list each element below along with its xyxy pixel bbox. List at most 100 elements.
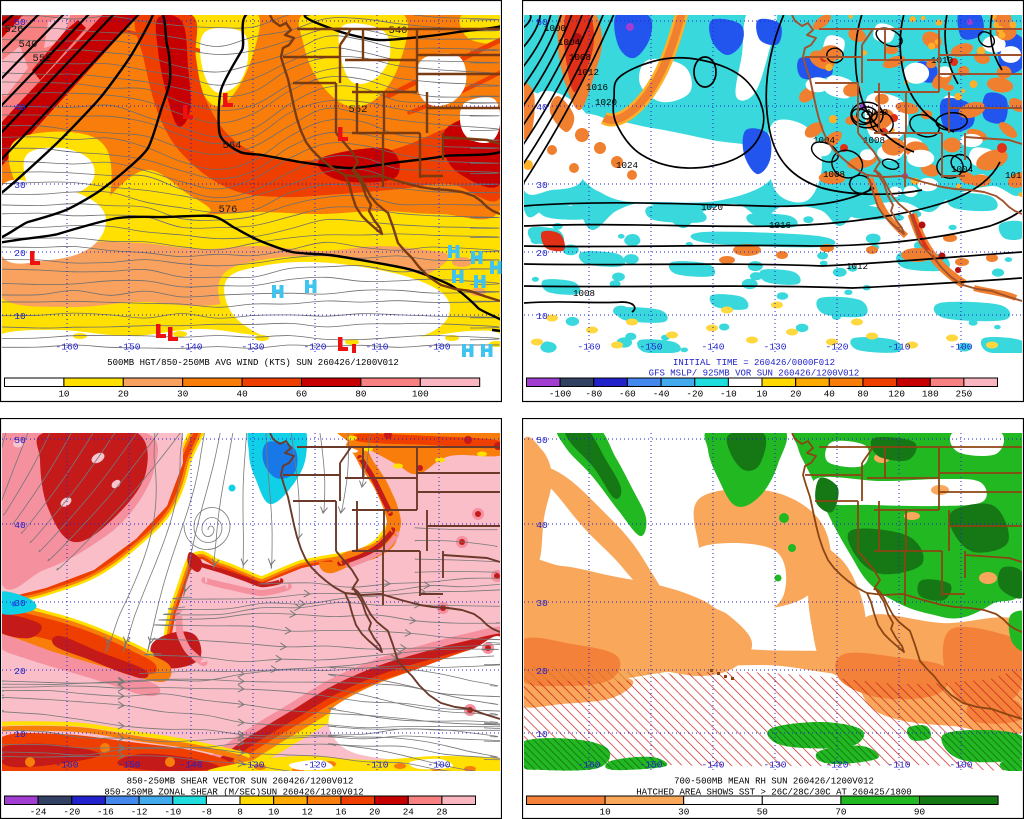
svg-text:-130: -130 <box>241 760 264 771</box>
svg-text:-130: -130 <box>763 342 786 353</box>
svg-text:-12: -12 <box>131 807 148 818</box>
svg-text:30: 30 <box>536 180 548 191</box>
svg-text:1012: 1012 <box>1005 170 1024 181</box>
svg-text:526: 526 <box>5 24 24 36</box>
svg-text:-150: -150 <box>117 760 140 771</box>
svg-text:-130: -130 <box>241 342 264 353</box>
svg-text:1004: 1004 <box>951 164 974 175</box>
svg-text:GFS MSLP/ 925MB VOR SUN 260426: GFS MSLP/ 925MB VOR SUN 260426/1200V012 <box>649 369 860 379</box>
svg-text:-80: -80 <box>585 389 602 400</box>
svg-text:-100: -100 <box>427 760 450 771</box>
svg-text:1008: 1008 <box>863 135 885 146</box>
svg-text:1020: 1020 <box>866 107 888 118</box>
svg-text:10: 10 <box>536 729 548 740</box>
svg-text:10: 10 <box>58 389 69 400</box>
svg-text:50: 50 <box>14 435 26 446</box>
svg-text:1008: 1008 <box>823 169 845 180</box>
svg-text:-110: -110 <box>887 760 910 771</box>
svg-text:-110: -110 <box>365 760 388 771</box>
svg-text:-160: -160 <box>577 342 600 353</box>
svg-text:20: 20 <box>536 248 548 259</box>
svg-text:70: 70 <box>835 807 846 818</box>
svg-text:-100: -100 <box>949 760 972 771</box>
svg-text:1000: 1000 <box>544 23 566 34</box>
svg-text:30: 30 <box>14 180 26 191</box>
svg-text:16: 16 <box>335 807 346 818</box>
svg-text:30: 30 <box>536 598 548 609</box>
svg-text:10: 10 <box>14 729 26 740</box>
svg-text:60: 60 <box>296 389 307 400</box>
svg-text:-16: -16 <box>97 807 114 818</box>
svg-text:-130: -130 <box>763 760 786 771</box>
svg-text:100: 100 <box>412 389 429 400</box>
svg-text:1008: 1008 <box>573 288 595 299</box>
svg-text:40: 40 <box>824 389 835 400</box>
svg-text:540: 540 <box>19 39 38 51</box>
svg-text:-160: -160 <box>55 342 78 353</box>
svg-text:-100: -100 <box>427 342 450 353</box>
svg-text:1010: 1010 <box>931 55 953 66</box>
svg-text:-140: -140 <box>701 760 724 771</box>
svg-text:1020: 1020 <box>595 97 617 108</box>
svg-text:-140: -140 <box>179 342 202 353</box>
svg-text:50: 50 <box>536 435 548 446</box>
svg-text:-100: -100 <box>949 342 972 353</box>
svg-text:-140: -140 <box>701 342 724 353</box>
svg-text:20: 20 <box>14 248 26 259</box>
svg-text:250: 250 <box>956 389 973 400</box>
svg-text:-120: -120 <box>825 342 848 353</box>
svg-text:1004: 1004 <box>813 135 836 146</box>
svg-text:-150: -150 <box>117 342 140 353</box>
svg-text:-120: -120 <box>303 760 326 771</box>
svg-text:20: 20 <box>14 666 26 677</box>
svg-text:-10: -10 <box>720 389 737 400</box>
svg-text:500MB HGT/850-250MB AVG WIND (: 500MB HGT/850-250MB AVG WIND (KTS) SUN 2… <box>107 358 399 368</box>
svg-text:1020: 1020 <box>701 202 723 213</box>
svg-text:700-500MB MEAN RH SUN 260426/1: 700-500MB MEAN RH SUN 260426/1200V012 <box>674 777 874 787</box>
svg-text:12: 12 <box>302 807 313 818</box>
svg-text:-120: -120 <box>303 342 326 353</box>
svg-text:1024: 1024 <box>616 160 639 171</box>
svg-text:-150: -150 <box>639 342 662 353</box>
svg-text:90: 90 <box>914 807 925 818</box>
svg-text:-20: -20 <box>686 389 703 400</box>
svg-text:1012: 1012 <box>577 67 599 78</box>
svg-text:40: 40 <box>536 102 548 113</box>
svg-text:80: 80 <box>857 389 868 400</box>
svg-text:540: 540 <box>389 25 408 37</box>
svg-text:40: 40 <box>14 102 26 113</box>
svg-text:HATCHED AREA SHOWS SST > 26C/2: HATCHED AREA SHOWS SST > 26C/28C/30C AT … <box>636 788 911 798</box>
svg-text:28: 28 <box>436 807 447 818</box>
svg-text:552: 552 <box>33 53 52 65</box>
svg-text:180: 180 <box>922 389 939 400</box>
svg-text:50: 50 <box>14 17 26 28</box>
svg-text:30: 30 <box>14 598 26 609</box>
svg-text:-110: -110 <box>365 342 388 353</box>
svg-text:1008: 1008 <box>569 52 591 63</box>
svg-text:-24: -24 <box>30 807 47 818</box>
svg-text:80: 80 <box>355 389 366 400</box>
svg-text:10: 10 <box>536 311 548 322</box>
svg-text:20: 20 <box>369 807 380 818</box>
svg-text:INITIAL TIME = 260426/0000F012: INITIAL TIME = 260426/0000F012 <box>673 358 835 368</box>
svg-text:-140: -140 <box>179 760 202 771</box>
svg-text:-160: -160 <box>577 760 600 771</box>
svg-text:-20: -20 <box>63 807 80 818</box>
svg-text:10: 10 <box>756 389 767 400</box>
svg-text:-150: -150 <box>639 760 662 771</box>
svg-text:850-250MB SHEAR VECTOR SUN 260: 850-250MB SHEAR VECTOR SUN 260426/1200V0… <box>127 777 354 787</box>
svg-text:564: 564 <box>223 140 242 152</box>
svg-text:850-250MB ZONAL SHEAR (M/SEC)S: 850-250MB ZONAL SHEAR (M/SEC)SUN 260426/… <box>104 788 363 798</box>
svg-text:1016: 1016 <box>586 82 608 93</box>
svg-text:1016: 1016 <box>769 220 791 231</box>
svg-text:40: 40 <box>237 389 248 400</box>
svg-text:1004: 1004 <box>558 37 581 48</box>
svg-text:8: 8 <box>237 807 243 818</box>
svg-text:50: 50 <box>536 17 548 28</box>
svg-text:576: 576 <box>219 204 238 216</box>
svg-text:30: 30 <box>177 389 188 400</box>
svg-text:-40: -40 <box>653 389 670 400</box>
svg-text:20: 20 <box>118 389 129 400</box>
svg-text:-60: -60 <box>619 389 636 400</box>
svg-text:1012: 1012 <box>846 261 868 272</box>
